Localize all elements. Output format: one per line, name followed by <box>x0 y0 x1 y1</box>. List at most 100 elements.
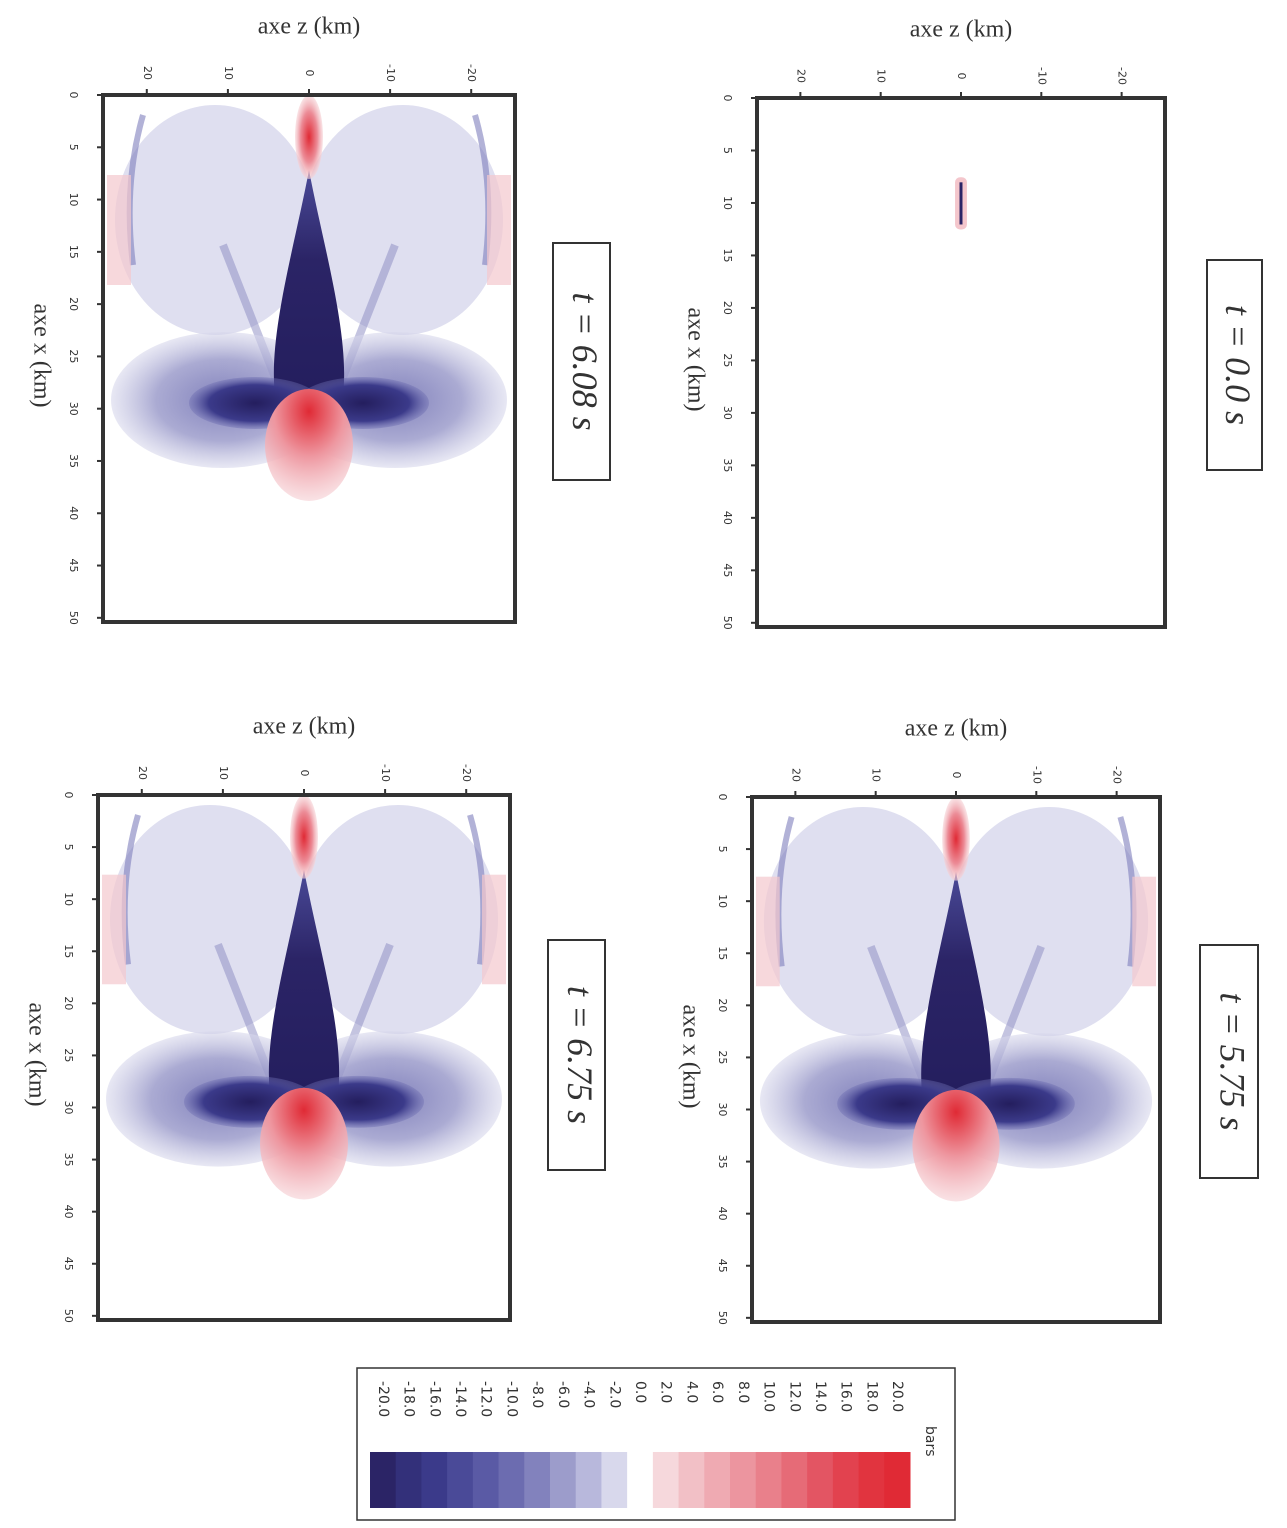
colorbar-tick-label: -4.0 <box>581 1381 597 1408</box>
color-swatch <box>627 1452 654 1508</box>
color-swatch <box>370 1452 397 1508</box>
x-tick-label: 0 <box>298 770 311 777</box>
y-tick-label: 0 <box>62 792 75 799</box>
x-tick-label: 10 <box>222 66 235 80</box>
y-axis-label: axe x (km) <box>682 308 708 412</box>
color-swatch <box>652 1452 680 1508</box>
y-tick-label: 40 <box>716 1207 729 1221</box>
x-tick-label: 0 <box>303 70 316 77</box>
field-image <box>102 795 506 1199</box>
color-swatch <box>601 1452 628 1508</box>
color-swatch <box>730 1452 757 1508</box>
y-tick-label: 0 <box>721 95 734 102</box>
y-axis-label: axe x (km) <box>677 1005 703 1109</box>
color-swatch <box>395 1452 422 1508</box>
y-tick-label: 5 <box>67 144 80 151</box>
colorbar-tick-label: 12.0 <box>786 1381 802 1412</box>
colorbar-tick-label: -18.0 <box>401 1381 417 1417</box>
annotation-box <box>1206 259 1263 471</box>
colorbar-tick-label: -8.0 <box>529 1381 545 1408</box>
y-tick-label: 35 <box>721 458 734 472</box>
y-tick-label: 40 <box>67 506 80 520</box>
color-swatch <box>884 1452 911 1508</box>
color-swatch <box>575 1452 602 1508</box>
color-swatch <box>421 1452 448 1508</box>
y-tick-label: 5 <box>716 846 729 853</box>
x-axis-label: axe z (km) <box>905 716 1008 742</box>
color-swatch <box>858 1452 885 1508</box>
color-swatch <box>755 1452 782 1508</box>
y-tick-label: 45 <box>721 563 734 577</box>
x-tick-label: 20 <box>136 766 149 780</box>
color-swatch <box>472 1452 500 1508</box>
colorbar-tick-label: -14.0 <box>452 1381 468 1417</box>
y-tick-label: 30 <box>67 402 80 416</box>
x-tick-label: -10 <box>379 764 392 782</box>
y-axis-label: axe x (km) <box>28 304 54 408</box>
y-tick-label: 45 <box>62 1257 75 1271</box>
y-tick-label: 40 <box>721 511 734 525</box>
x-tick-label: -20 <box>1111 766 1124 784</box>
x-tick-label: -20 <box>460 764 473 782</box>
y-tick-label: 5 <box>62 844 75 851</box>
y-tick-label: 15 <box>721 248 734 262</box>
color-swatch <box>807 1452 834 1508</box>
x-axis-label: axe z (km) <box>258 14 361 40</box>
y-tick-label: 30 <box>716 1103 729 1117</box>
colorbar-tick-label: 14.0 <box>812 1381 828 1412</box>
color-swatch <box>781 1452 808 1508</box>
y-tick-label: 35 <box>716 1155 729 1169</box>
colorbar-tick-label: 18.0 <box>863 1381 879 1412</box>
x-tick-label: 0 <box>950 772 963 779</box>
color-swatch <box>678 1452 705 1508</box>
x-tick-label: -10 <box>384 64 397 82</box>
color-swatch <box>447 1452 474 1508</box>
x-tick-label: 0 <box>955 73 968 80</box>
y-tick-label: 50 <box>67 611 80 625</box>
x-tick-label: 20 <box>794 69 807 83</box>
colorbar-tick-label: 20.0 <box>889 1381 905 1412</box>
y-tick-label: 25 <box>67 349 80 363</box>
colorbar-tick-label: 0.0 <box>632 1381 648 1403</box>
colorbar-tick-label: -12.0 <box>478 1381 494 1417</box>
x-tick-label: -20 <box>1116 67 1129 85</box>
colorbar-tick-label: -16.0 <box>426 1381 442 1417</box>
y-tick-label: 25 <box>716 1050 729 1064</box>
field-image <box>107 95 511 501</box>
x-tick-label: 20 <box>789 768 802 782</box>
x-tick-label: 10 <box>870 768 883 782</box>
colorbar-tick-label: -6.0 <box>555 1381 571 1408</box>
y-tick-label: 30 <box>721 406 734 420</box>
color-swatch <box>524 1452 551 1508</box>
y-tick-label: 15 <box>62 944 75 958</box>
colorbar-tick-label: 10.0 <box>761 1381 777 1412</box>
y-tick-label: 20 <box>716 998 729 1012</box>
y-tick-label: 40 <box>62 1205 75 1219</box>
y-tick-label: 35 <box>67 454 80 468</box>
x-tick-label: -20 <box>465 64 478 82</box>
time-annotation: t = 6.75 s <box>560 986 600 1124</box>
y-tick-label: 20 <box>721 301 734 315</box>
colorbar-tick-label: -2.0 <box>606 1381 622 1408</box>
colorbar-tick-label: -10.0 <box>503 1381 519 1417</box>
annotation-box <box>547 939 606 1171</box>
y-tick-label: 15 <box>716 946 729 960</box>
time-annotation: t = 0.0 s <box>1218 305 1258 425</box>
y-tick-label: 0 <box>67 92 80 99</box>
y-tick-label: 15 <box>67 245 80 259</box>
colorbar-tick-label: 16.0 <box>838 1381 854 1412</box>
y-tick-label: 30 <box>62 1101 75 1115</box>
y-tick-label: 35 <box>62 1153 75 1167</box>
x-tick-label: 10 <box>217 766 230 780</box>
time-annotation: t = 6.08 s <box>565 292 605 430</box>
time-annotation: t = 5.75 s <box>1213 992 1253 1130</box>
y-tick-label: 5 <box>721 147 734 154</box>
y-tick-label: 20 <box>67 297 80 311</box>
x-tick-label: 10 <box>875 69 888 83</box>
colorbar-tick-label: 8.0 <box>735 1381 751 1403</box>
y-tick-label: 25 <box>62 1048 75 1062</box>
colorbar-label: bars <box>922 1426 938 1457</box>
colorbar-tick-label: -20.0 <box>375 1381 391 1417</box>
y-tick-label: 10 <box>67 193 80 207</box>
